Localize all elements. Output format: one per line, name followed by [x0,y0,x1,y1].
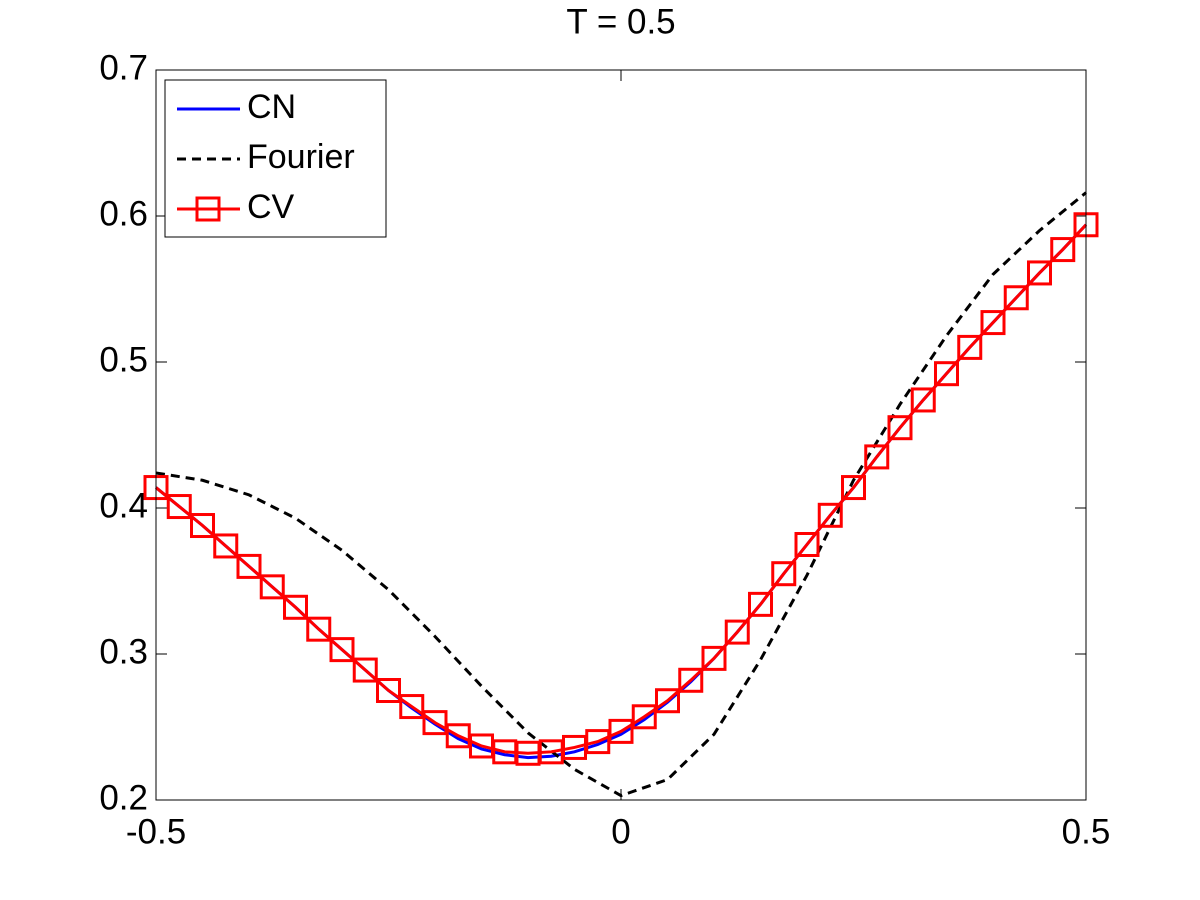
marker [910,387,936,413]
legend-label: CV [247,188,295,226]
y-tick-label: 0.4 [99,486,148,525]
marker [655,688,680,714]
marker [841,475,866,501]
marker [329,637,355,663]
marker [399,694,425,720]
legend-label: Fourier [247,138,355,176]
marker [771,561,797,587]
x-tick-label: -0.5 [126,812,186,851]
marker [748,591,773,617]
marker [259,574,285,600]
series-line [155,223,1088,755]
y-tick-label: 0.3 [99,632,148,671]
marker [213,533,239,559]
marker [957,334,983,360]
legend-box [164,79,387,238]
marker [376,678,401,703]
marker [724,619,750,645]
chart-title: T = 0.5 [566,2,675,41]
marker [166,494,192,520]
marker [887,415,913,441]
marker [352,657,378,683]
marker [1027,260,1052,286]
marker [794,532,820,557]
marker [934,361,959,387]
legend-marker [195,196,221,222]
marker [678,667,704,693]
marker [283,594,308,620]
marker [608,718,634,744]
x-tick-label: 0 [611,812,630,851]
legend-label: CN [247,88,296,126]
y-tick-label: 0.2 [99,778,148,817]
y-tick-label: 0.6 [99,194,148,233]
marker [422,710,448,736]
y-tick-label: 0.5 [99,340,148,379]
marker [631,704,657,730]
y-tick-label: 0.7 [99,48,148,87]
marker [701,645,727,671]
marker [190,513,215,539]
marker [1050,237,1076,263]
marker [236,553,262,579]
marker [817,502,843,528]
x-tick-label: 0.5 [1062,812,1111,851]
marker [864,444,890,470]
series-line [155,191,1087,798]
marker [980,310,1006,336]
marker [306,616,332,642]
marker [1003,285,1029,311]
plot-frame [155,69,1087,801]
